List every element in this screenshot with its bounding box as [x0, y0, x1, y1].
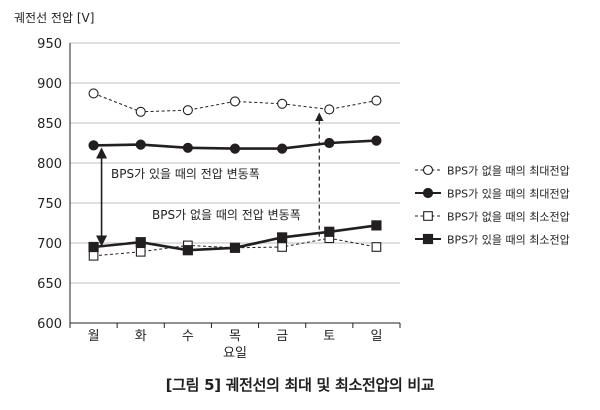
data-point: [371, 242, 382, 252]
data-point: [371, 220, 382, 231]
data-point: [277, 242, 287, 252]
series-filled-square: [88, 220, 382, 256]
x-tick-label: 수: [182, 329, 194, 344]
data-point: [88, 250, 99, 261]
legend-label: BPS가 없을 때의 최대전압: [447, 165, 570, 178]
x-tick-label: 금: [276, 329, 288, 344]
y-tick-label: 650: [37, 277, 62, 292]
data-point: [182, 142, 193, 153]
y-tick-label: 750: [37, 197, 62, 212]
legend-item: BPS가 없을 때의 최소전압: [415, 211, 570, 224]
legend-label: BPS가 있을 때의 최대전압: [447, 188, 570, 201]
data-point: [324, 104, 335, 115]
legend-item: BPS가 없을 때의 최대전압: [415, 165, 570, 178]
data-point: [371, 135, 382, 146]
data-point: [135, 237, 146, 248]
y-tick-label: 600: [37, 317, 62, 332]
x-axis-title: 요일: [223, 346, 247, 361]
x-tick-label: 목: [229, 329, 241, 344]
annotation-with-bps: BPS가 있을 때의 전압 변동폭: [111, 167, 260, 181]
data-point: [422, 187, 434, 199]
data-point: [229, 143, 241, 154]
data-point: [277, 98, 288, 109]
data-point: [135, 139, 146, 150]
y-tick-label: 950: [37, 37, 62, 52]
data-point: [324, 226, 335, 237]
annotations: BPS가 있을 때의 전압 변동폭 BPS가 없을 때의 전압 변동폭: [95, 112, 324, 247]
y-tick-label: 700: [37, 237, 62, 252]
legend-item: BPS가 있을 때의 최대전압: [415, 188, 570, 201]
series-layer: [88, 88, 382, 261]
x-tick-label: 월: [88, 329, 100, 344]
data-point: [324, 137, 335, 149]
series-open-circle: [88, 88, 382, 117]
data-point: [182, 105, 193, 116]
y-tick-label: 800: [37, 157, 62, 172]
legend-item: BPS가 있을 때의 최소전압: [415, 234, 570, 247]
y-tick-label: 850: [37, 117, 62, 132]
figure-caption: [그림 5] 궤전선의 최대 및 최소전압의 비교: [165, 376, 435, 394]
data-point: [422, 233, 434, 245]
annotation-without-bps: BPS가 없을 때의 전압 변동폭: [152, 208, 301, 222]
data-point: [88, 241, 99, 253]
data-point: [135, 246, 146, 257]
data-point: [277, 143, 288, 154]
data-point: [371, 95, 382, 106]
y-axis-title: 궤전선 전압 [V]: [14, 11, 94, 25]
voltage-line-chart: 600 650 700 750 800 850 900 950 월 화 수 목 금 토 일 BPS가 있을 …: [14, 11, 570, 361]
data-point: [229, 96, 241, 107]
series-filled-circle: [88, 135, 382, 154]
data-point: [229, 242, 241, 253]
data-point: [88, 88, 99, 99]
data-point: [135, 106, 146, 117]
legend-label: BPS가 없을 때의 최소전압: [447, 211, 570, 224]
data-point: [88, 140, 99, 151]
x-tick-label: 화: [135, 329, 147, 344]
data-point: [277, 232, 288, 243]
axes: 600 650 700 750 800 850 900 950 월 화 수 목 금 토 일: [37, 37, 401, 344]
x-tick-label: 토: [323, 329, 335, 344]
data-point: [182, 245, 193, 256]
x-tick-label: 일: [370, 329, 382, 344]
legend-label: BPS가 있을 때의 최소전압: [447, 234, 570, 247]
data-point: [422, 164, 434, 176]
legend: BPS가 없을 때의 최대전압 BPS가 있을 때의 최대전압 BPS가 없을 때의…: [415, 165, 570, 247]
y-tick-label: 900: [37, 77, 62, 92]
data-point: [423, 211, 433, 221]
